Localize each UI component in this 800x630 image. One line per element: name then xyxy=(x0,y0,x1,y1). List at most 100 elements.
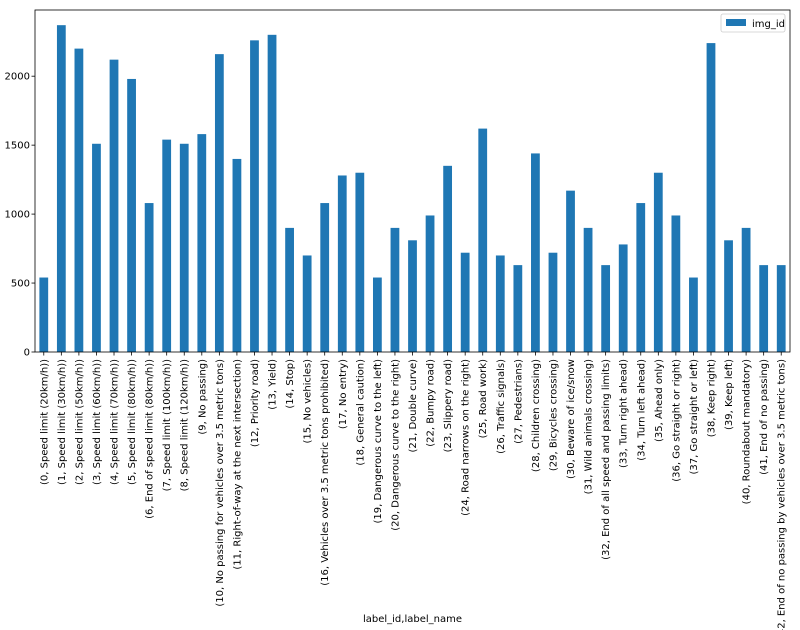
x-tick-label: (29, Bicycles crossing) xyxy=(548,359,559,471)
bar xyxy=(425,215,435,352)
y-tick-label: 0 xyxy=(24,348,30,359)
bar xyxy=(355,172,365,352)
bar xyxy=(671,215,681,352)
y-tick-label: 1000 xyxy=(5,210,30,221)
bar xyxy=(179,143,189,352)
legend-swatch xyxy=(726,19,746,26)
legend-label: img_id xyxy=(752,19,785,30)
x-tick-label: (9, No passing) xyxy=(197,359,208,435)
x-tick-label: (13, Yield) xyxy=(268,359,279,410)
bar xyxy=(601,265,611,352)
x-tick-label: (11, Right-of-way at the next intersecti… xyxy=(232,359,243,570)
x-tick-label: (6, End of speed limit (80km/h)) xyxy=(145,359,156,519)
bar xyxy=(443,165,453,352)
bar xyxy=(337,175,347,352)
y-tick-label: 1500 xyxy=(5,141,30,152)
bar xyxy=(689,277,698,352)
bar xyxy=(408,240,417,352)
bar xyxy=(618,244,628,352)
bar xyxy=(144,203,154,352)
x-tick-label: (22, Bumpy road) xyxy=(426,359,437,447)
bar xyxy=(127,78,136,352)
bar xyxy=(109,59,119,353)
x-tick-label: (18, General caution) xyxy=(355,359,366,466)
bar xyxy=(566,190,575,352)
x-tick-label: (32, End of all speed and passing limits… xyxy=(601,359,612,560)
bar xyxy=(478,128,488,352)
x-tick-label: (8, Speed limit (120km/h)) xyxy=(180,359,191,491)
x-tick-label: (15, No vehicles) xyxy=(303,359,314,444)
x-tick-label: (40, Roundabout mandatory) xyxy=(742,359,753,504)
x-tick-label: (12, Priority road) xyxy=(250,359,261,447)
y-axis-ticks: 0 500 1000 1500 2000 xyxy=(5,72,35,359)
bar xyxy=(759,265,769,352)
x-tick-label: (7, Speed limit (100km/h)) xyxy=(162,359,173,491)
bar xyxy=(162,139,172,352)
x-tick-label: (36, Go straight or right) xyxy=(671,359,682,482)
y-tick-label: 2000 xyxy=(5,72,30,83)
x-tick-label: (25, Road work) xyxy=(478,359,489,438)
bar xyxy=(74,48,84,353)
bar xyxy=(372,277,382,352)
x-tick-label: (16, Vehicles over 3.5 metric tons prohi… xyxy=(320,359,331,586)
x-tick-label: (35, Ahead only) xyxy=(654,359,665,442)
bar xyxy=(531,153,540,352)
legend: img_id xyxy=(720,13,786,33)
x-tick-label: (4, Speed limit (70km/h)) xyxy=(110,359,121,485)
x-tick-label: (20, Dangerous curve to the right) xyxy=(390,359,401,531)
x-tick-label: (0, Speed limit (20km/h)) xyxy=(39,359,50,485)
x-tick-label: (42, End of no passing by vehicles over … xyxy=(777,359,788,630)
bar xyxy=(513,265,523,352)
x-tick-label: (39, Keep left) xyxy=(724,359,735,430)
x-tick-label: (24, Road narrows on the right) xyxy=(461,359,472,516)
y-tick-label: 500 xyxy=(11,279,30,290)
x-tick-label: (23, Slippery road) xyxy=(443,359,454,452)
x-tick-label: (17, No entry) xyxy=(338,359,349,429)
bar xyxy=(548,252,558,352)
bar xyxy=(39,277,49,352)
x-tick-label: (2, Speed limit (50km/h)) xyxy=(74,359,85,485)
bar xyxy=(302,255,312,352)
x-tick-label: (1, Speed limit (30km/h)) xyxy=(57,359,68,485)
bar xyxy=(583,227,593,352)
bar xyxy=(320,203,330,352)
x-tick-label: (31, Wild animals crossing) xyxy=(584,359,595,494)
x-tick-label: (19, Dangerous curve to the left) xyxy=(373,359,384,524)
bar xyxy=(636,203,646,352)
bar xyxy=(56,25,66,352)
x-tick-label: (26, Traffic signals) xyxy=(496,359,507,454)
x-axis-ticks: (0, Speed limit (20km/h)) (1, Speed limit… xyxy=(39,352,788,630)
bar xyxy=(197,134,207,352)
bars-layer xyxy=(39,25,786,353)
legend-box xyxy=(720,13,786,33)
x-axis-title: label_id,label_name xyxy=(363,614,462,625)
x-tick-label: (14, Stop) xyxy=(285,359,296,409)
bar xyxy=(214,54,224,352)
bar xyxy=(267,34,277,352)
bar xyxy=(776,265,786,352)
plot-frame xyxy=(34,9,791,353)
x-tick-label: (37, Go straight or left) xyxy=(689,359,700,475)
bar xyxy=(390,227,400,352)
bar xyxy=(460,252,470,352)
x-tick-label: (34, Turn left ahead) xyxy=(636,359,647,461)
bar xyxy=(653,172,663,352)
x-tick-label: (30, Beware of ice/snow xyxy=(566,359,577,479)
bar xyxy=(285,227,294,352)
x-tick-label: (27, Pedestrians) xyxy=(513,359,524,444)
bar xyxy=(706,43,716,352)
bar xyxy=(250,40,259,353)
x-tick-label: (10, No passing for vehicles over 3.5 me… xyxy=(215,359,226,607)
bar xyxy=(741,227,751,352)
x-tick-label: (33, Turn right ahead) xyxy=(619,359,630,468)
bar xyxy=(232,158,242,352)
x-tick-label: (3, Speed limit (60km/h)) xyxy=(92,359,103,485)
x-tick-label: (21, Double curve) xyxy=(408,359,419,453)
bar xyxy=(92,143,101,352)
bar xyxy=(724,240,733,352)
x-tick-label: (28, Children crossing) xyxy=(531,359,542,472)
bar xyxy=(495,255,505,352)
x-tick-label: (38, Keep right) xyxy=(706,359,717,437)
